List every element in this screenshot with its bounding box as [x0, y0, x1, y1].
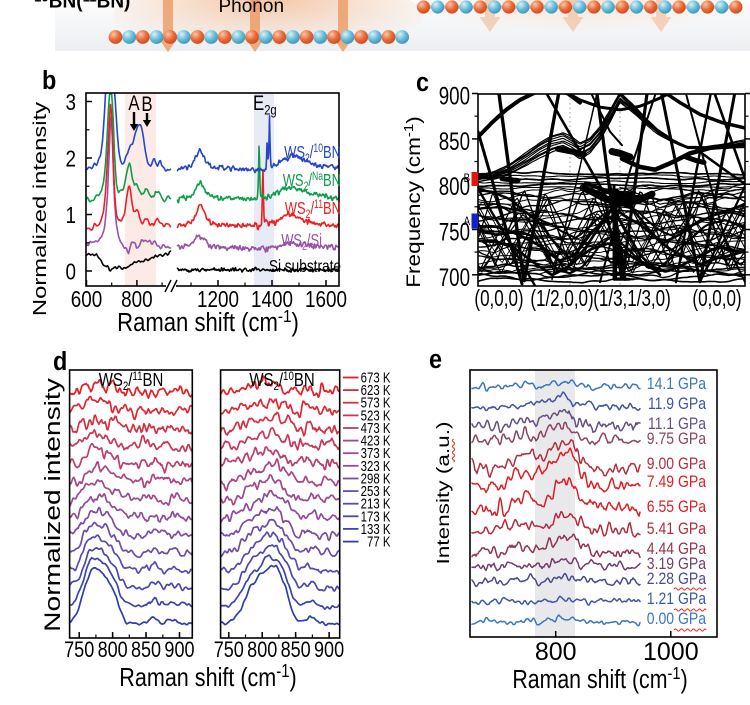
svg-text:(0,0,0): (0,0,0) [692, 287, 741, 312]
svg-text:473 K: 473 K [361, 420, 391, 437]
svg-text:e: e [429, 346, 442, 374]
svg-text:14.1 GPa: 14.1 GPa [647, 375, 707, 393]
svg-text:77 K: 77 K [367, 533, 391, 550]
svg-text:11.9 GPa: 11.9 GPa [648, 395, 707, 413]
svg-text:750: 750 [64, 638, 94, 662]
svg-text:WS2​/11​BN: WS2​/11​BN [99, 370, 164, 394]
svg-text:173 K: 173 K [361, 508, 391, 525]
svg-text:1200: 1200 [197, 287, 239, 312]
svg-text:WS2​/Si: WS2​/Si [281, 231, 322, 253]
svg-text:(0,0,0): (0,0,0) [474, 287, 523, 312]
svg-text:b: b [42, 67, 56, 95]
svg-text:133 K: 133 K [361, 521, 391, 538]
svg-text:900: 900 [314, 638, 344, 662]
svg-text:10​BN(11​BN): 10​BN(11​BN) [34, 0, 130, 13]
svg-text:Normalized intensity: Normalized intensity [41, 378, 65, 632]
svg-text:1: 1 [66, 203, 76, 228]
svg-text:9.00 GPa: 9.00 GPa [647, 455, 707, 473]
svg-text:850: 850 [439, 127, 470, 155]
svg-text:3: 3 [66, 90, 76, 115]
svg-text:6.55 GPa: 6.55 GPa [647, 498, 707, 516]
svg-text:Raman shift (cm-1​): Raman shift (cm-1​) [117, 306, 299, 338]
svg-text:Si substrate: Si substrate [269, 257, 341, 276]
svg-text:Phonon: Phonon [219, 0, 285, 17]
svg-text:900: 900 [439, 82, 470, 110]
svg-text:800: 800 [247, 638, 277, 662]
svg-text:WS2​/11​BN: WS2​/11​BN [285, 199, 341, 222]
svg-text:A: A [128, 92, 139, 115]
svg-text:B: B [141, 93, 152, 116]
svg-text:600: 600 [71, 287, 102, 312]
svg-text:0.00 GPa: 0.00 GPa [647, 610, 707, 628]
svg-text:9.75 GPa: 9.75 GPa [647, 430, 707, 448]
svg-text:850: 850 [131, 638, 161, 662]
svg-text:213 K: 213 K [361, 495, 391, 512]
svg-text:4.44 GPa: 4.44 GPa [647, 540, 707, 558]
svg-text:800: 800 [439, 173, 470, 201]
svg-text:1600: 1600 [305, 287, 347, 312]
svg-text:5.41 GPa: 5.41 GPa [647, 520, 707, 538]
svg-text:Raman shift (cm-1​): Raman shift (cm-1​) [119, 661, 296, 693]
svg-text:423 K: 423 K [361, 432, 391, 449]
svg-text:1000: 1000 [643, 638, 699, 666]
svg-text:Raman shift (cm-1​): Raman shift (cm-1​) [512, 664, 687, 695]
svg-text:573 K: 573 K [361, 394, 391, 411]
svg-text:1.21 GPa: 1.21 GPa [647, 590, 707, 608]
svg-text:A: A [464, 215, 471, 228]
svg-text:11.1 GPa: 11.1 GPa [648, 415, 707, 433]
svg-text:2: 2 [66, 147, 76, 172]
svg-text:800: 800 [535, 638, 577, 666]
svg-text:Intensity (a.u.): Intensity (a.u.) [434, 421, 453, 564]
svg-text:800: 800 [98, 638, 128, 662]
svg-text:d: d [53, 348, 67, 376]
svg-text:(1/2,0,0): (1/2,0,0) [530, 287, 593, 312]
svg-text:800: 800 [121, 287, 152, 312]
svg-text:WS2​/10​BN: WS2​/10​BN [284, 143, 341, 166]
svg-text:700: 700 [439, 263, 470, 291]
svg-text:298 K: 298 K [361, 470, 391, 487]
svg-text:1400: 1400 [251, 287, 293, 312]
svg-text:c: c [416, 69, 429, 97]
svg-text:850: 850 [281, 638, 311, 662]
svg-text:Frequency (cm-1​): Frequency (cm-1​) [401, 116, 424, 288]
svg-text:750: 750 [214, 638, 244, 662]
svg-text:900: 900 [164, 638, 194, 662]
svg-text:7.49 GPa: 7.49 GPa [647, 473, 707, 491]
svg-text:WS2​/10​BN: WS2​/10​BN [249, 370, 314, 394]
svg-text:0: 0 [66, 260, 76, 285]
svg-text:323 K: 323 K [361, 458, 391, 475]
svg-text:WS2​/Na​BN: WS2​/Na​BN [283, 171, 341, 194]
svg-text:2.28 GPa: 2.28 GPa [647, 570, 707, 588]
svg-text:523 K: 523 K [361, 407, 391, 424]
svg-text:(1/3,1/3,0): (1/3,1/3,0) [593, 287, 671, 312]
svg-text:750: 750 [439, 218, 470, 246]
svg-text:3.19 GPa: 3.19 GPa [647, 555, 707, 573]
svg-text:673 K: 673 K [361, 369, 391, 386]
svg-text:Normalized intensity: Normalized intensity [29, 102, 50, 317]
svg-text:623 K: 623 K [361, 382, 391, 399]
svg-text:253 K: 253 K [361, 483, 391, 500]
svg-text:373 K: 373 K [361, 445, 391, 462]
svg-text:B: B [464, 172, 470, 185]
